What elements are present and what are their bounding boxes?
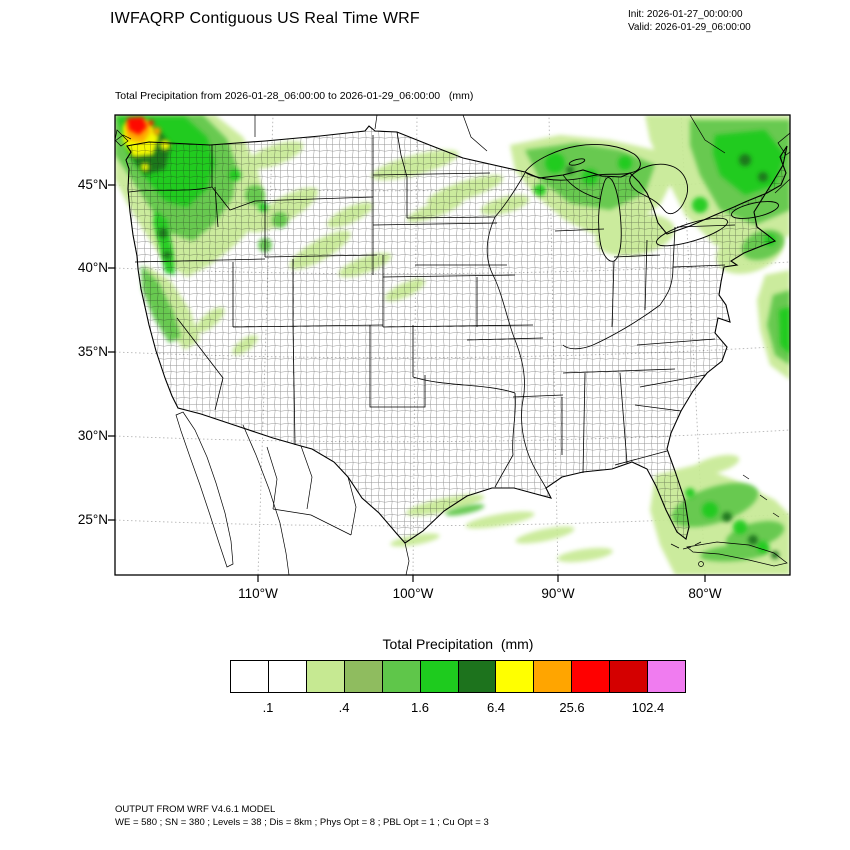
state-borders (128, 131, 736, 489)
colorbar-cell (344, 661, 383, 692)
colorbar-cell (572, 661, 611, 692)
colorbar-cell (268, 661, 307, 692)
footer: OUTPUT FROM WRF V4.6.1 MODEL WE = 580 ; … (115, 804, 489, 829)
map-svg (108, 114, 791, 582)
colorbar-tick-label: 6.4 (486, 700, 506, 715)
lat-axis-label: 40°N (77, 260, 108, 275)
colorbar-cell (306, 661, 345, 692)
colorbar-title: Total Precipitation (mm) (382, 636, 534, 652)
colorbar (230, 660, 686, 693)
lat-axis-label: 35°N (77, 344, 108, 359)
lon-axis-label: 100°W (392, 586, 434, 601)
great-lakes (524, 143, 779, 262)
map-canvas (108, 114, 791, 582)
lat-axis-label: 30°N (77, 428, 108, 443)
colorbar-cell (458, 661, 497, 692)
colorbar-cell (382, 661, 421, 692)
axis-ticks (108, 184, 706, 582)
lat-axis-label: 25°N (77, 512, 108, 527)
page-title: IWFAQRP Contiguous US Real Time WRF (110, 10, 420, 27)
colorbar-tick-label: .1 (262, 700, 274, 715)
lon-axis-label: 80°W (688, 586, 722, 601)
colorbar-tick-label: 1.6 (410, 700, 430, 715)
lon-axis-label: 110°W (238, 586, 278, 601)
colorbar-cell (496, 661, 535, 692)
colorbar-cell (534, 661, 573, 692)
model-config-line: WE = 580 ; SN = 380 ; Levels = 38 ; Dis … (115, 816, 489, 828)
colorbar-cell (648, 661, 686, 692)
colorbar-tick-label: .4 (338, 700, 350, 715)
colorbar-cell (610, 661, 649, 692)
colorbar-tick-label: 102.4 (631, 700, 665, 715)
colorbar-tick-label: 25.6 (559, 700, 585, 715)
us-outline (125, 125, 788, 544)
init-time-label: Init: 2026-01-27_00:00:00 (628, 9, 743, 20)
colorbar-cell (420, 661, 459, 692)
map-subtitle: Total Precipitation from 2026-01-28_06:0… (115, 90, 474, 102)
model-version-line: OUTPUT FROM WRF V4.6.1 MODEL (115, 804, 276, 815)
colorbar-cell (231, 661, 269, 692)
county-texture (115, 115, 790, 575)
map-frame (114, 114, 791, 576)
colorbar-ticks: .1 .4 1.6 6.4 25.6 102.4 (230, 700, 686, 718)
run-info: Init: 2026-01-27_00:00:00 Valid: 2026-01… (628, 8, 751, 34)
lat-axis-label: 45°N (77, 177, 108, 192)
lon-axis-label: 90°W (541, 586, 575, 601)
valid-time-label: Valid: 2026-01-29_06:00:00 (628, 22, 751, 33)
